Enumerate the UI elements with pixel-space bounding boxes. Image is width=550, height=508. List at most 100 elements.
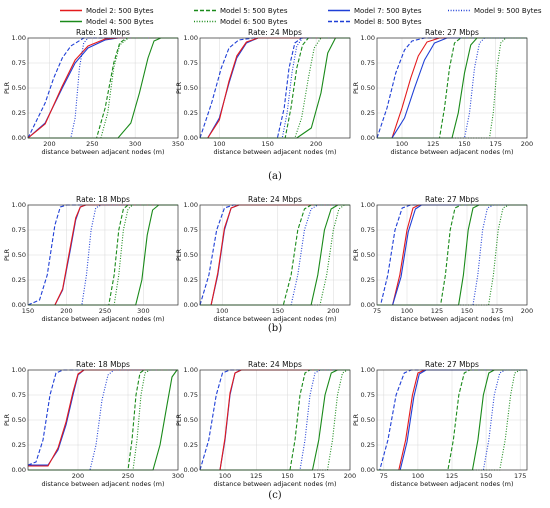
y-tick-label: 0.25 — [184, 109, 198, 117]
plot-frame — [199, 369, 351, 471]
y-tick-label: 0.75 — [361, 226, 375, 234]
series-line — [377, 37, 527, 139]
y-axis-label: PLR — [3, 413, 11, 426]
legend-label: Model 5: 500 Bytes — [220, 7, 288, 15]
legend-entry: Model 5: 500 Bytes — [194, 7, 288, 15]
x-tick-label: 300 — [137, 307, 149, 315]
y-tick-label: 0.25 — [184, 276, 198, 284]
plot-frame — [27, 369, 179, 471]
y-tick-label: 0.50 — [184, 251, 198, 259]
y-axis-label: PLR — [352, 248, 360, 261]
y-tick-label: 0.00 — [12, 466, 26, 474]
y-tick-label: 0.00 — [361, 134, 375, 142]
x-tick-label: 150 — [281, 472, 293, 480]
y-tick-label: 0.00 — [12, 301, 26, 309]
panel-label-b: (b) — [268, 323, 282, 334]
legend-entry: Model 9: 500 Bytes — [448, 7, 542, 15]
legend-label: Model 7: 500 Bytes — [354, 7, 422, 15]
x-tick-label: 150 — [22, 307, 34, 315]
chart-title: Rate: 18 Mbps — [76, 28, 130, 37]
y-tick-label: 1.00 — [184, 366, 198, 374]
series-line — [27, 369, 178, 466]
y-tick-label: 0.75 — [184, 59, 198, 67]
y-axis-label: PLR — [175, 413, 183, 426]
legend-label: Model 9: 500 Bytes — [474, 7, 542, 15]
y-axis-label: PLR — [352, 81, 360, 94]
x-tick-label: 200 — [521, 140, 533, 148]
legend-label: Model 6: 500 Bytes — [220, 18, 288, 26]
x-axis-label: distance between adjacent nodes (m) — [41, 480, 164, 488]
x-tick-label: 250 — [122, 472, 134, 480]
legend-entry: Model 7: 500 Bytes — [328, 7, 422, 15]
series-line — [28, 369, 178, 467]
x-tick-label: 100 — [213, 140, 225, 148]
y-tick-label: 0.25 — [361, 276, 375, 284]
x-tick-label: 100 — [412, 472, 424, 480]
legend-label: Model 2: 500 Bytes — [86, 7, 154, 15]
chart-panel: 100 150 200 0.00 0.25 0.50 0.75 1.00 Rate: 24 Mb… — [175, 195, 351, 323]
plot-frame — [376, 369, 528, 471]
x-tick-label: 150 — [480, 472, 492, 480]
chart-title: Rate: 18 Mbps — [76, 360, 130, 369]
x-axis-label: distance between adjacent nodes (m) — [41, 148, 164, 156]
y-axis-label: PLR — [175, 248, 183, 261]
y-tick-label: 0.00 — [184, 134, 198, 142]
y-axis-label: PLR — [3, 81, 11, 94]
chart-title: Rate: 24 Mbps — [248, 28, 302, 37]
y-tick-label: 1.00 — [361, 201, 375, 209]
chart-panel: 200 250 300 0.00 0.25 0.50 0.75 1.00 Rate: 18 Mb… — [3, 360, 184, 488]
y-tick-label: 0.50 — [361, 416, 375, 424]
y-axis-label: PLR — [175, 81, 183, 94]
x-tick-label: 175 — [313, 472, 325, 480]
y-tick-label: 0.25 — [12, 109, 26, 117]
y-tick-label: 0.75 — [12, 59, 26, 67]
x-tick-label: 125 — [427, 140, 439, 148]
y-tick-label: 0.25 — [184, 441, 198, 449]
y-axis-label: PLR — [352, 413, 360, 426]
x-axis-label: distance between adjacent nodes (m) — [390, 480, 513, 488]
chart-title: Rate: 24 Mbps — [248, 360, 302, 369]
x-tick-label: 200 — [43, 140, 55, 148]
y-tick-label: 0.75 — [184, 226, 198, 234]
y-tick-label: 0.50 — [361, 251, 375, 259]
y-tick-label: 0.50 — [184, 416, 198, 424]
y-tick-label: 0.25 — [361, 109, 375, 117]
y-tick-label: 0.50 — [184, 84, 198, 92]
chart-panel: 100 125 150 175 200 0.00 0.25 0.50 0.75 1.00 Rate:… — [175, 360, 356, 488]
legend-label: Model 8: 500 Bytes — [354, 18, 422, 26]
x-axis-label: distance between adjacent nodes (m) — [390, 148, 513, 156]
series-line — [28, 37, 178, 139]
legend-entry: Model 8: 500 Bytes — [328, 18, 422, 26]
y-tick-label: 0.75 — [12, 391, 26, 399]
plot-frame — [376, 204, 528, 306]
legend-entry: Model 4: 500 Bytes — [60, 18, 154, 26]
x-tick-label: 150 — [461, 307, 473, 315]
y-tick-label: 0.00 — [184, 301, 198, 309]
y-tick-label: 0.75 — [184, 391, 198, 399]
x-tick-label: 125 — [431, 307, 443, 315]
y-tick-label: 0.00 — [12, 134, 26, 142]
x-tick-label: 200 — [327, 307, 339, 315]
x-tick-label: 250 — [99, 307, 111, 315]
y-tick-label: 0.75 — [361, 391, 375, 399]
y-axis-label: PLR — [3, 248, 11, 261]
chart-panel: 75 100 125 150 175 200 0.00 0.25 0.50 0.75 1.00 Rat… — [352, 195, 533, 323]
x-tick-label: 100 — [219, 472, 231, 480]
x-axis-label: distance between adjacent nodes (m) — [213, 480, 336, 488]
x-tick-label: 150 — [262, 140, 274, 148]
chart-panel: 100 150 200 0.00 0.25 0.50 0.75 1.00 Rate: 24 Mb… — [175, 28, 351, 156]
y-tick-label: 1.00 — [12, 366, 26, 374]
y-tick-label: 1.00 — [361, 34, 375, 42]
y-tick-label: 1.00 — [12, 34, 26, 42]
series-line — [28, 369, 178, 466]
y-tick-label: 0.00 — [184, 466, 198, 474]
x-tick-label: 250 — [86, 140, 98, 148]
x-tick-label: 175 — [491, 307, 503, 315]
y-tick-label: 0.25 — [361, 441, 375, 449]
x-tick-label: 150 — [458, 140, 470, 148]
x-tick-label: 200 — [72, 472, 84, 480]
x-axis-label: distance between adjacent nodes (m) — [213, 148, 336, 156]
plot-frame — [27, 37, 179, 139]
